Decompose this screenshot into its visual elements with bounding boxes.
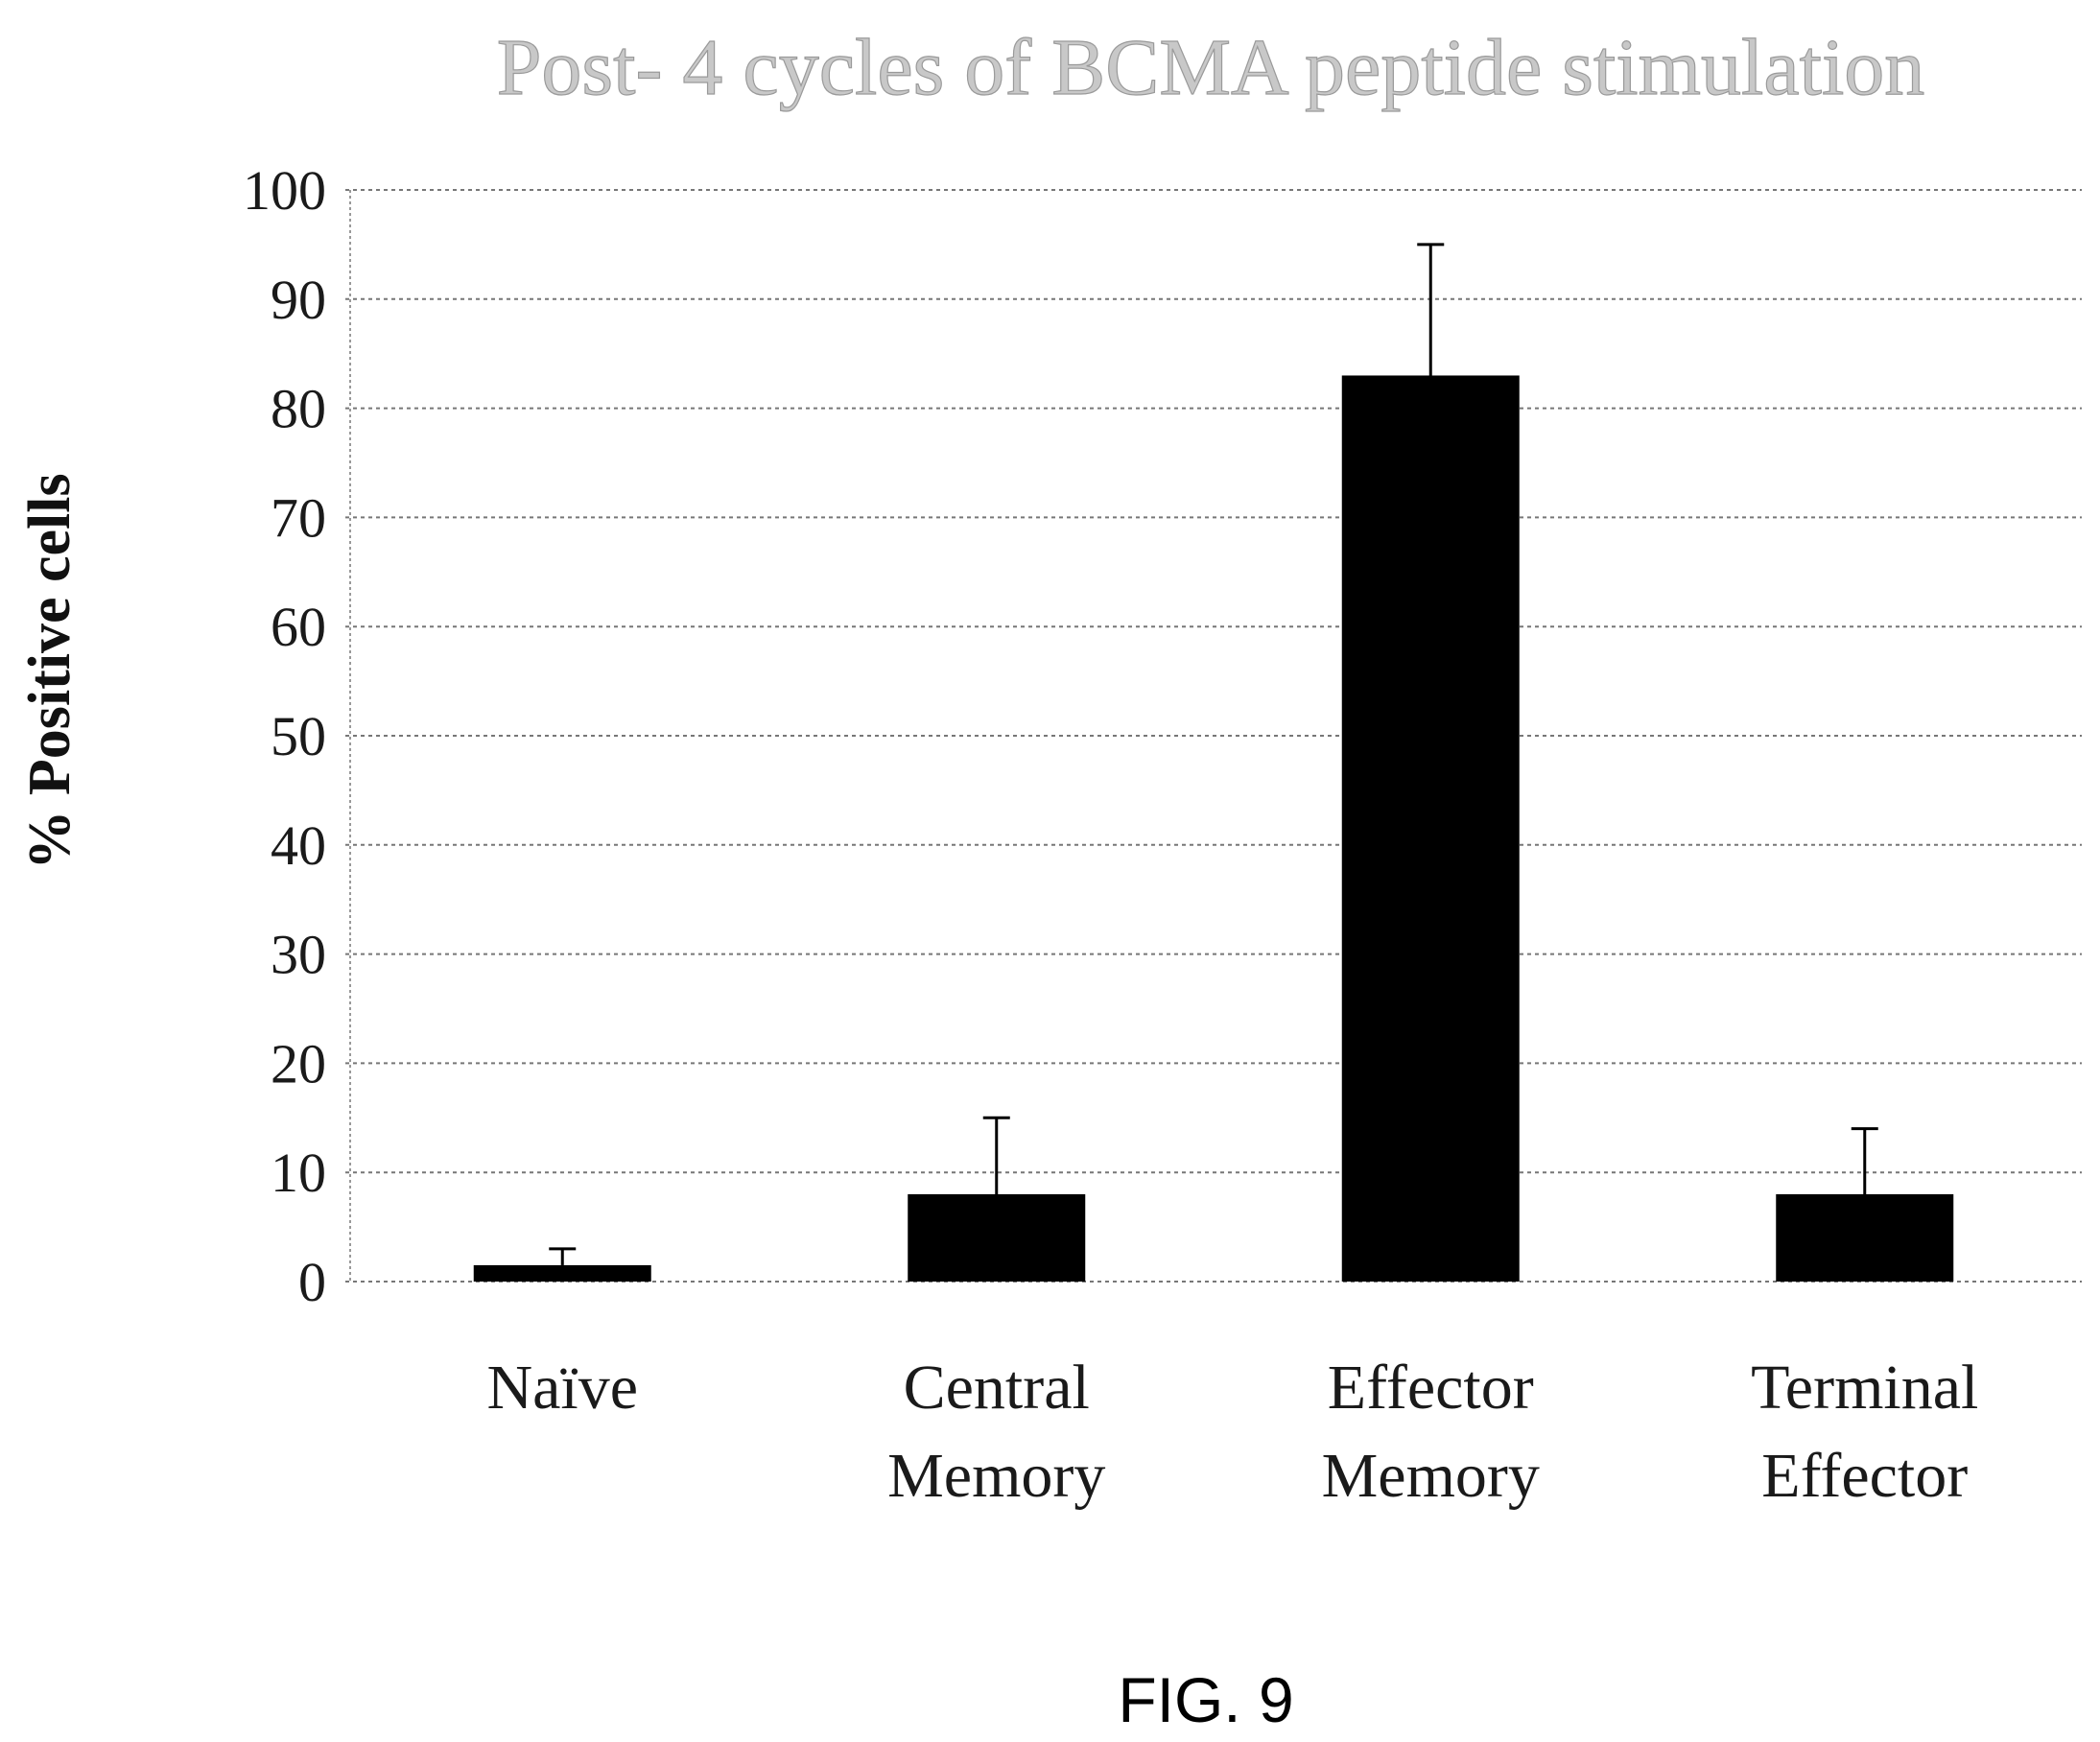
y-tick-label: 70	[271, 486, 326, 549]
error-bar	[549, 1247, 577, 1265]
y-axis-label: % Positive cells	[17, 473, 83, 869]
y-tick-label: 50	[271, 705, 326, 767]
bars	[473, 375, 1954, 1283]
category-label: Terminal	[1751, 1353, 1978, 1423]
error-bar	[982, 1116, 1010, 1194]
y-tick-label: 100	[243, 159, 326, 222]
category-label: Naïve	[486, 1353, 638, 1423]
y-tick-label: 30	[271, 924, 326, 986]
gridlines	[345, 189, 2082, 1283]
y-tick-label: 10	[271, 1142, 326, 1204]
error-bar	[1417, 243, 1445, 376]
bar	[908, 1193, 1086, 1282]
category-label: Effector	[1328, 1353, 1534, 1423]
y-tick-label: 0	[298, 1251, 326, 1313]
category-label: Effector	[1761, 1441, 1968, 1511]
bar	[1341, 375, 1520, 1283]
bar	[473, 1264, 651, 1282]
y-tick-label: 60	[271, 596, 326, 658]
category-label: Memory	[1322, 1441, 1540, 1511]
y-tick-label: 40	[271, 814, 326, 877]
chart-title: Post- 4 cycles of BCMA peptide stimulati…	[497, 23, 1925, 112]
category-labels: Naïve Central Memory Effector Memory Terminal…	[486, 1353, 1978, 1511]
category-label: Memory	[887, 1441, 1105, 1511]
figure-label: FIG. 9	[1118, 1664, 1293, 1735]
error-bars	[549, 243, 1878, 1265]
y-tick-label: 20	[271, 1032, 326, 1095]
category-label: Central	[904, 1353, 1090, 1423]
error-bar	[1851, 1127, 1878, 1194]
y-tick-label: 90	[271, 269, 326, 331]
y-tick-label: 80	[271, 378, 326, 440]
y-tick-labels: 0 10 20 30 40 50 60 70 80 90 100	[243, 159, 326, 1313]
bar	[1776, 1193, 1954, 1282]
